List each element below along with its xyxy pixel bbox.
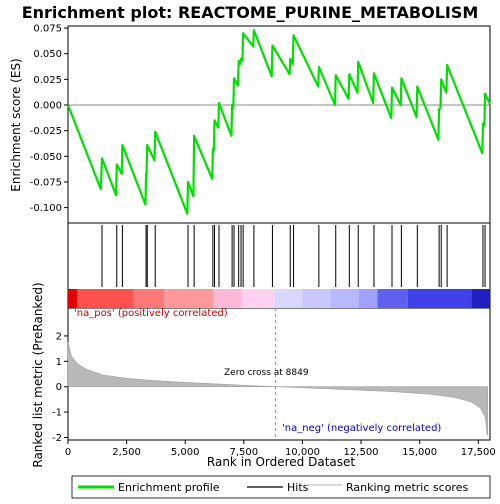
metric-y-tick-label: -1 — [52, 408, 62, 419]
es-axis-label: Enrichment score (ES) — [9, 58, 23, 191]
es-y-tick-label: 0.075 — [33, 24, 62, 35]
es-y-tick-label: -0.050 — [30, 152, 62, 163]
color-bar-segment — [68, 289, 78, 308]
color-bar-segment — [164, 289, 214, 308]
color-bar-segment — [377, 289, 408, 308]
color-bar-segment — [77, 289, 134, 308]
metric-y-tick-label: -2 — [52, 433, 62, 444]
color-bar-segment — [213, 289, 242, 308]
es-plot-area — [66, 29, 491, 215]
color-bar-segment — [358, 289, 378, 308]
ranking-metric-area — [67, 342, 488, 436]
legend-label-hits: Hits — [287, 481, 309, 494]
rank-color-bar — [68, 289, 490, 308]
metric-y-tick-label: 1 — [56, 357, 62, 368]
x-tick-label: 17,500 — [461, 447, 496, 458]
color-bar-segment — [274, 289, 303, 308]
x-tick-label: 0 — [65, 447, 71, 458]
es-y-tick-label: -0.100 — [30, 203, 62, 214]
es-y-tick-label: 0.025 — [33, 75, 62, 86]
zero-cross-label: Zero cross at 8849 — [224, 368, 309, 378]
x-tick-label: 15,000 — [402, 447, 437, 458]
metric-plot-area — [67, 308, 488, 440]
pos-correlated-label: 'na_pos' (positively correlated) — [74, 308, 228, 319]
chart-title: Enrichment plot: REACTOME_PURINE_METABOL… — [22, 3, 479, 22]
legend-label-profile: Enrichment profile — [118, 481, 220, 494]
color-bar-segment — [407, 289, 472, 308]
neg-correlated-label: 'na_neg' (negatively correlated) — [282, 423, 441, 434]
color-bar-segment — [471, 289, 490, 308]
x-tick-label: 10,000 — [285, 447, 320, 458]
x-tick-label: 2,500 — [112, 447, 141, 458]
es-y-tick-label: 0.000 — [33, 101, 62, 112]
x-axis-label: Rank in Ordered Dataset — [207, 455, 355, 469]
es-y-tick-label: -0.075 — [30, 177, 62, 188]
color-bar-segment — [241, 289, 275, 308]
legend: Enrichment profile Hits Ranking metric s… — [71, 475, 491, 499]
x-tick-label: 7,500 — [230, 447, 259, 458]
hits-plot-area — [101, 225, 486, 287]
color-bar-segment — [133, 289, 165, 308]
es-y-tick-label: -0.025 — [30, 126, 62, 137]
x-tick-label: 12,500 — [344, 447, 379, 458]
color-bar-segment — [302, 289, 331, 308]
enrichment-profile-line — [66, 29, 491, 215]
legend-label-metric: Ranking metric scores — [346, 481, 468, 494]
es-y-tick-label: 0.050 — [33, 49, 62, 60]
x-tick-label: 5,000 — [171, 447, 200, 458]
metric-axis-label: Ranked list metric (PreRanked) — [31, 282, 45, 467]
metric-y-tick-label: 0 — [56, 382, 62, 393]
metric-y-tick-label: 2 — [56, 331, 62, 342]
color-bar-segment — [330, 289, 359, 308]
axes: -0.100 -0.075 -0.050 -0.025 0.000 0.025 0.050 0… — [30, 24, 496, 458]
